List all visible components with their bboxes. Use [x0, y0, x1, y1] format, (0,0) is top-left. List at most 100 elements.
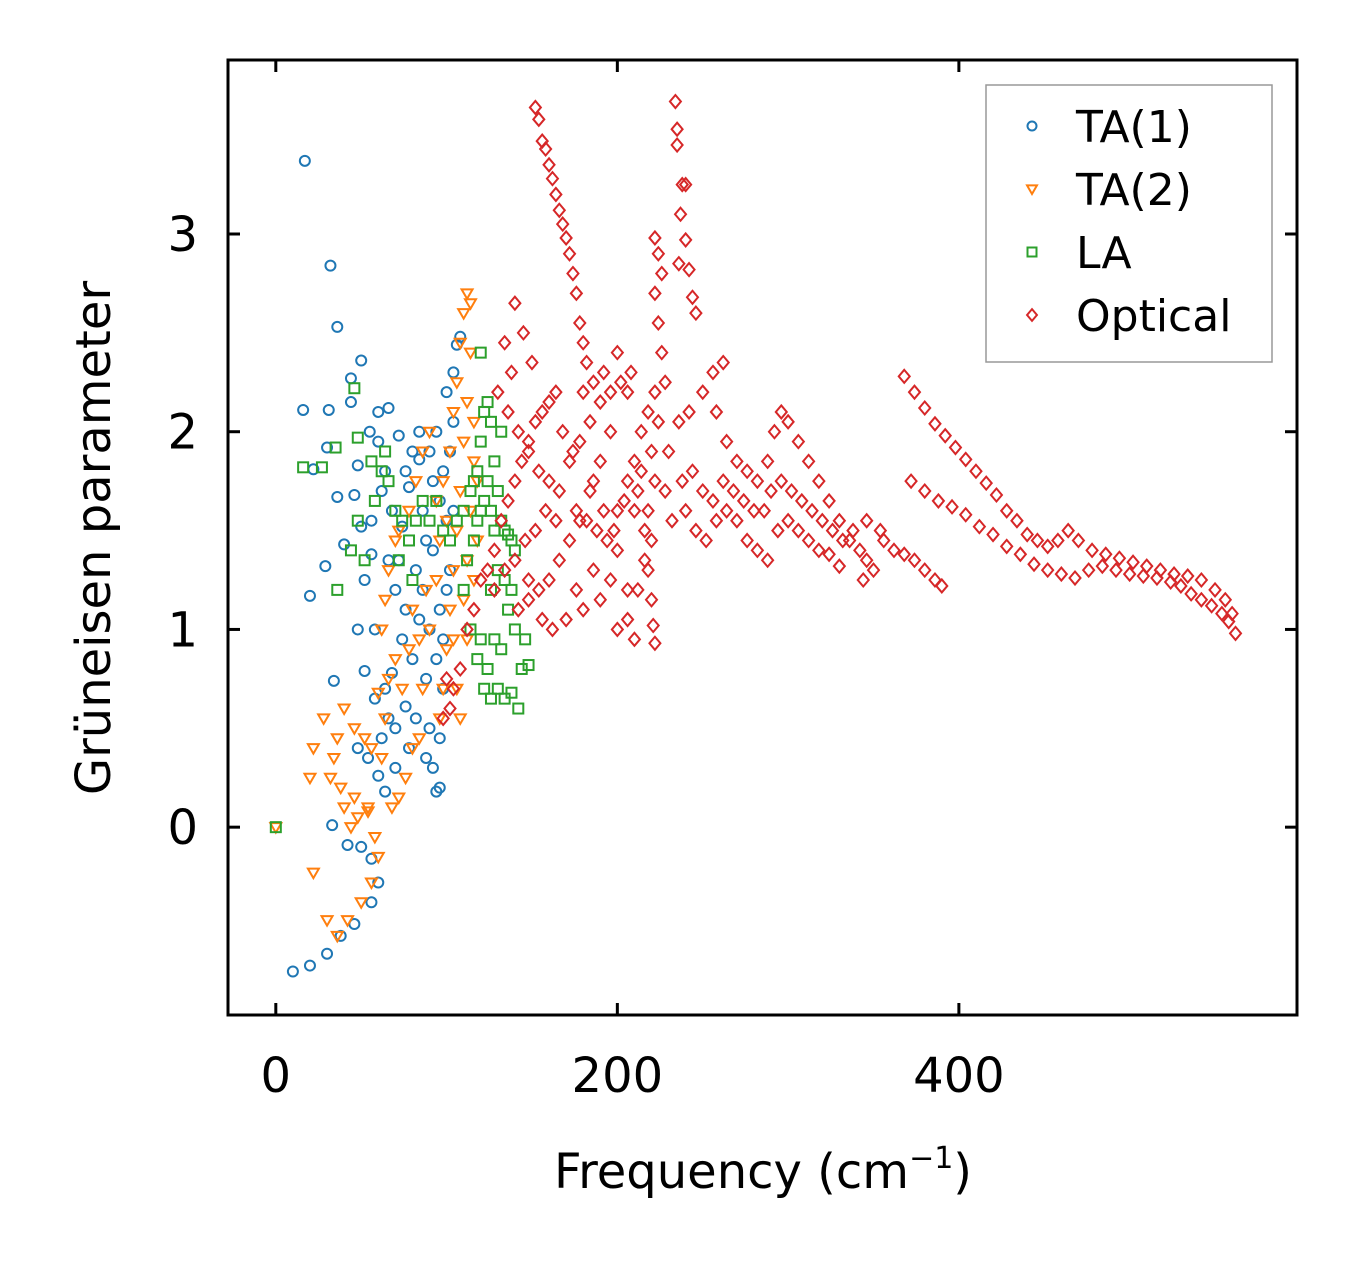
data-point-optical	[969, 463, 983, 480]
data-point-ta-2	[435, 683, 451, 697]
data-point-ta-1	[409, 564, 422, 577]
data-point-ta-2	[374, 624, 389, 637]
data-point-ta-1	[382, 554, 395, 567]
data-point-optical	[822, 546, 836, 563]
data-point-ta-1	[440, 583, 453, 596]
data-point-la	[495, 643, 508, 656]
data-point-optical	[801, 453, 816, 470]
data-point-la	[484, 415, 497, 428]
data-point-optical	[521, 571, 536, 589]
data-point-ta-2	[439, 515, 454, 529]
data-point-optical	[747, 502, 761, 519]
data-point-ta-1	[297, 403, 310, 416]
data-point-ta-2	[422, 624, 437, 637]
data-point-ta-2	[442, 446, 458, 459]
data-point-optical	[491, 384, 505, 401]
data-point-ta-2	[381, 565, 396, 578]
data-point-optical	[1020, 526, 1034, 543]
data-point-optical	[555, 423, 570, 440]
data-point-la	[491, 485, 504, 498]
data-point-ta-2	[367, 832, 383, 845]
data-point-optical	[1218, 591, 1233, 608]
data-point-ta-1	[385, 666, 398, 679]
data-point-optical	[1040, 562, 1055, 579]
data-point-ta-2	[466, 416, 482, 430]
data-point-la	[519, 633, 532, 646]
data-point-optical	[1208, 581, 1222, 598]
data-point-ta-1	[372, 769, 385, 782]
data-point-optical	[460, 621, 474, 638]
data-point-optical	[651, 314, 666, 332]
data-point-ta-1	[327, 674, 340, 687]
data-point-optical	[907, 384, 922, 401]
data-point-ta-2	[319, 915, 335, 928]
data-point-ta-1	[392, 429, 405, 442]
data-point-ta-1	[379, 465, 392, 478]
data-point-optical	[812, 473, 826, 490]
data-point-la	[348, 382, 361, 395]
data-point-optical	[917, 399, 932, 417]
data-point-optical	[439, 670, 454, 687]
data-point-optical	[832, 512, 847, 529]
data-point-optical	[1068, 569, 1082, 587]
data-point-optical	[600, 532, 614, 549]
data-point-ta-1	[413, 613, 426, 626]
data-point-ta-2	[405, 743, 420, 756]
data-point-optical	[675, 473, 690, 490]
data-point-optical	[689, 522, 703, 539]
data-point-optical	[583, 413, 597, 430]
data-point-ta-1	[331, 320, 344, 333]
data-point-ta-2	[306, 867, 321, 881]
data-point-optical	[480, 562, 495, 579]
data-point-ta-2	[456, 594, 471, 608]
data-point-ta-2	[439, 644, 454, 657]
data-point-optical	[1122, 566, 1137, 583]
data-point-optical	[685, 463, 700, 480]
data-point-ta-2	[306, 743, 321, 756]
legend-marker-optical	[1025, 307, 1039, 323]
data-point-optical	[846, 522, 860, 539]
data-point-ta-1	[322, 403, 335, 416]
data-point-ta-2	[398, 772, 413, 786]
data-point-optical	[931, 492, 946, 509]
data-point-optical	[654, 344, 669, 361]
data-point-optical	[545, 170, 560, 187]
data-point-la	[351, 514, 364, 527]
data-point-optical	[508, 552, 522, 569]
y-tick-label: 3	[167, 207, 198, 263]
data-point-optical	[617, 492, 631, 509]
data-point-optical	[549, 512, 563, 529]
data-point-ta-1	[365, 514, 378, 527]
data-point-optical	[511, 423, 526, 440]
data-point-ta-2	[371, 851, 386, 865]
data-point-la	[508, 623, 521, 636]
data-point-optical	[709, 403, 724, 420]
data-point-ta-1	[363, 425, 376, 438]
data-point-ta-2	[415, 446, 430, 459]
y-axis-label: Grüneisen parameter	[66, 281, 122, 796]
data-point-la	[351, 431, 364, 444]
data-point-la	[478, 405, 491, 418]
data-point-ta-2	[418, 584, 434, 598]
data-point-optical	[1085, 542, 1099, 559]
data-point-ta-2	[459, 288, 475, 301]
data-point-optical	[764, 482, 778, 500]
data-point-optical	[528, 522, 543, 539]
data-point-optical	[593, 591, 608, 608]
data-point-ta-1	[319, 560, 332, 573]
data-point-ta-2	[415, 683, 430, 697]
data-point-la	[269, 821, 282, 834]
data-point-optical	[999, 502, 1014, 519]
data-point-optical	[610, 344, 625, 361]
data-point-optical	[549, 384, 563, 401]
series-la	[269, 346, 535, 834]
data-point-optical	[815, 512, 830, 529]
data-point-optical	[699, 532, 713, 549]
data-point-optical	[822, 492, 836, 509]
data-point-la	[457, 583, 470, 596]
data-point-optical	[730, 453, 744, 470]
data-point-optical	[648, 229, 662, 246]
data-point-optical	[887, 542, 901, 559]
data-point-optical	[627, 453, 642, 470]
data-point-optical	[1184, 585, 1198, 602]
